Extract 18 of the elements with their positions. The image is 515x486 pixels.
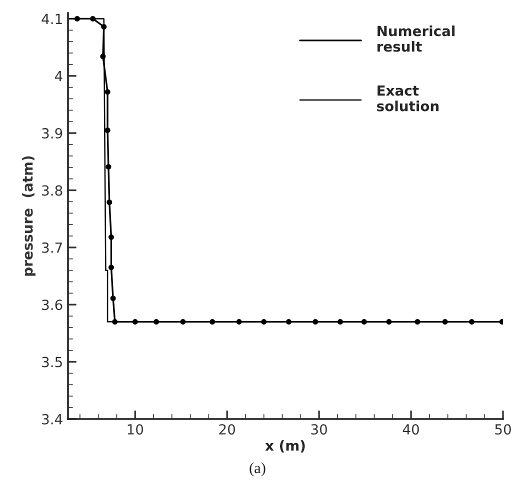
y-tick-label: 3.8 — [42, 185, 62, 196]
y-tick-label: 3.6 — [42, 300, 62, 310]
y-tick-label: 4 — [54, 71, 62, 82]
legend-label: Numerical result — [377, 26, 455, 52]
y-tick-label: 4.1 — [42, 14, 62, 24]
y-tick-label: 3.9 — [42, 128, 62, 139]
y-tick-label: 3.7 — [42, 242, 62, 253]
x-tick-label: 40 — [402, 424, 419, 435]
y-tick-label: 3.5 — [42, 356, 62, 368]
x-tick-label: 50 — [495, 424, 511, 435]
x-axis-title: x (m) — [265, 440, 305, 452]
x-tick-label: 10 — [128, 424, 144, 435]
legend-label: Exact solution — [377, 85, 439, 112]
x-tick-label: 30 — [311, 424, 327, 435]
text: (a) — [250, 462, 266, 476]
y-tick-label: 3.4 — [42, 414, 62, 424]
y-axis-title: pressure (atm) — [22, 156, 36, 276]
x-tick-label: 20 — [219, 424, 236, 435]
